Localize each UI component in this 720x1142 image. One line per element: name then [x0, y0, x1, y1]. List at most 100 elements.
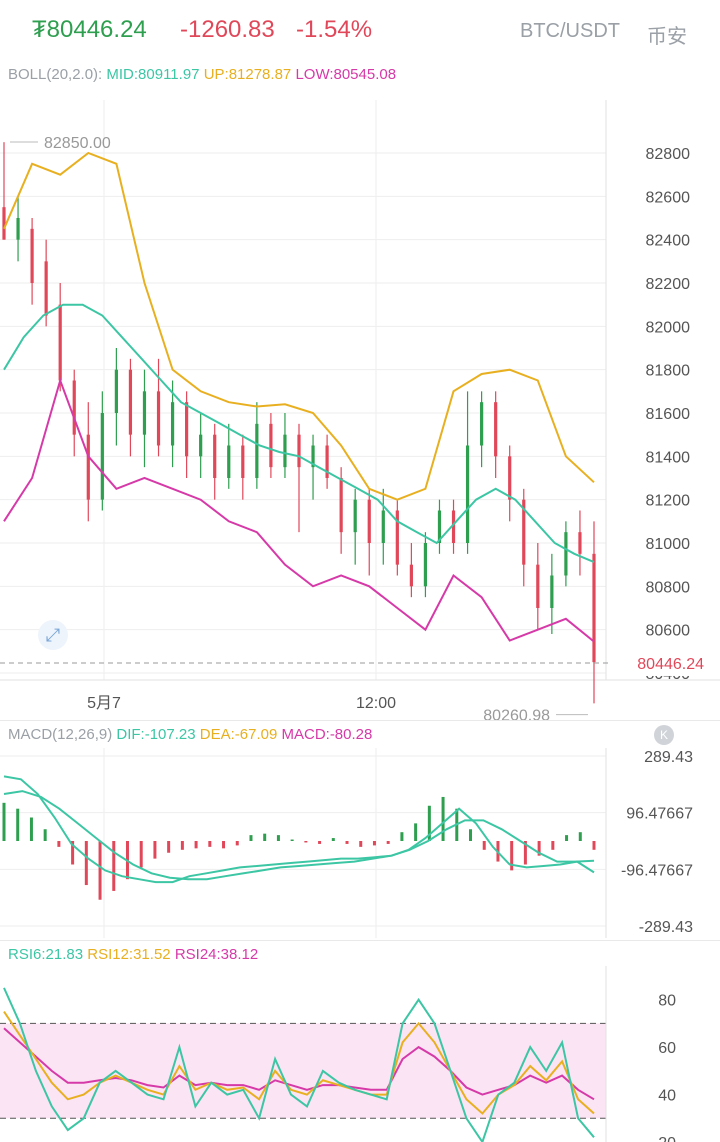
price-axis-label: 80800 [646, 579, 691, 596]
candle-body [227, 445, 231, 478]
candle-body [30, 228, 34, 283]
boll-mid-line [3, 303, 595, 564]
candle-body [437, 510, 442, 543]
macd-dif-value: DIF:-107.23 [116, 726, 196, 743]
dif-line [3, 775, 595, 884]
candle-body [170, 402, 175, 446]
macd-bar [565, 835, 569, 841]
rsi-axis-label: 20 [658, 1135, 676, 1142]
macd-bar [482, 841, 486, 850]
macd-bar [29, 817, 33, 841]
dea-line [3, 790, 595, 881]
macd-axis-label: 289.43 [644, 749, 693, 766]
macd-bar [551, 841, 555, 850]
macd-bar [222, 841, 226, 849]
rsi-legend: RSI6:21.83 RSI12:31.52 RSI24:38.12 [8, 946, 258, 963]
candle-body [16, 218, 20, 240]
expand-icon[interactable]: ⤢ [38, 620, 68, 650]
candle-body [465, 445, 470, 543]
candle-body [128, 369, 133, 435]
price-change: -1260.83 [180, 16, 275, 43]
candle-body [114, 369, 118, 413]
boll-mid-value: MID:80911.97 [106, 66, 200, 83]
boll-lower-line [3, 377, 595, 643]
rsi-axis-label: 40 [658, 1088, 676, 1105]
candle-body [297, 434, 301, 468]
macd-axis-label: -289.43 [639, 919, 693, 936]
macd-bar [84, 841, 88, 886]
macd-bar [43, 829, 47, 841]
macd-bar [235, 841, 239, 846]
macd-bar [592, 841, 596, 850]
macd-bar [208, 841, 212, 847]
rsi-axis-label: 80 [658, 993, 676, 1010]
macd-bar [578, 832, 582, 841]
candle-body [480, 402, 484, 446]
high-price-label: 82850.00 [44, 135, 111, 152]
macd-bar [469, 829, 473, 841]
macd-bar [71, 841, 75, 865]
macd-bar [263, 833, 267, 841]
candle-body [339, 478, 343, 533]
trading-pair[interactable]: BTC/USDT [520, 20, 620, 42]
candle-body [185, 402, 189, 457]
candle-body [508, 456, 512, 500]
candle-body [199, 434, 203, 457]
candle-body [283, 434, 287, 468]
macd-bar [318, 841, 322, 844]
macd-bar [386, 841, 390, 844]
candle-body [353, 499, 357, 533]
candlestick-chart[interactable]: 82800 82600 82400 82200 82000 81800 81600 81400… [0, 100, 720, 720]
candle-body [494, 402, 498, 457]
macd-bar [290, 839, 294, 841]
macd-settings-icon[interactable]: K [654, 725, 674, 745]
macd-bar [153, 841, 157, 859]
candle-body [100, 413, 104, 500]
rsi-axis-label: 60 [658, 1040, 676, 1057]
candle-body [550, 575, 554, 608]
macd-bar [427, 805, 431, 841]
candle-body [367, 499, 371, 543]
candle-body [381, 510, 385, 543]
candle-body [58, 304, 62, 381]
candle-body [241, 445, 245, 478]
rsi6-value: RSI6:21.83 [8, 946, 84, 963]
macd-bar [98, 841, 102, 900]
macd-bar [112, 841, 116, 891]
macd-bar [57, 841, 61, 847]
price-axis-label: 82200 [646, 276, 691, 293]
price-axis-label: 81600 [646, 406, 691, 423]
macd-chart[interactable]: 289.43 96.47667 -96.47667 -289.43 [0, 748, 720, 938]
last-price: ₮80446.24 [32, 16, 147, 43]
macd-legend: MACD(12,26,9) DIF:-107.23 DEA:-67.09 MAC… [8, 726, 372, 743]
boll-low-value: LOW:80545.08 [295, 66, 397, 83]
macd-bar [345, 841, 349, 844]
rsi-chart[interactable]: 80 60 40 20 [0, 966, 720, 1142]
exchange-name[interactable]: 币安 [647, 26, 687, 48]
candle-body [86, 434, 90, 500]
macd-bar [537, 841, 541, 856]
candle-body [451, 510, 456, 543]
macd-bar [194, 841, 198, 849]
price-axis-label: 80600 [646, 623, 691, 640]
candle-body [522, 499, 526, 565]
low-price-label: 80260.98 [483, 708, 550, 720]
macd-bar [16, 808, 20, 841]
macd-bar [372, 841, 376, 846]
macd-bar [441, 796, 445, 841]
candle-body [423, 543, 428, 587]
macd-bar [304, 841, 308, 843]
macd-bar [139, 841, 143, 868]
last-price-tag [612, 649, 720, 676]
rsi6-line [3, 987, 595, 1142]
candle-body [156, 391, 161, 446]
boll-label: BOLL(20,2.0): [8, 66, 103, 83]
candle-body [395, 510, 399, 565]
macd-bar [167, 841, 171, 853]
price-axis-label: 82600 [646, 189, 691, 206]
macd-axis-label: -96.47667 [621, 862, 693, 879]
macd-bar [510, 841, 514, 871]
macd-bar [276, 835, 280, 841]
candle-body [409, 564, 413, 587]
boll-legend: BOLL(20,2.0): MID:80911.97 UP:81278.87 L… [8, 66, 396, 83]
